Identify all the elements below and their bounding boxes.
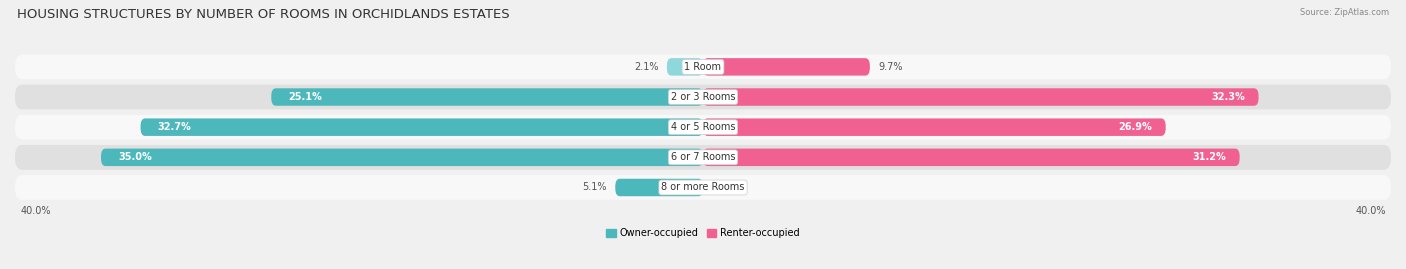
Text: 8 or more Rooms: 8 or more Rooms	[661, 182, 745, 193]
Text: 1 Room: 1 Room	[685, 62, 721, 72]
Text: 5.1%: 5.1%	[582, 182, 606, 193]
Text: 26.9%: 26.9%	[1118, 122, 1152, 132]
Text: HOUSING STRUCTURES BY NUMBER OF ROOMS IN ORCHIDLANDS ESTATES: HOUSING STRUCTURES BY NUMBER OF ROOMS IN…	[17, 8, 509, 21]
Text: 32.7%: 32.7%	[157, 122, 191, 132]
FancyBboxPatch shape	[271, 88, 703, 106]
FancyBboxPatch shape	[703, 58, 870, 76]
Text: 2 or 3 Rooms: 2 or 3 Rooms	[671, 92, 735, 102]
FancyBboxPatch shape	[703, 88, 1258, 106]
FancyBboxPatch shape	[15, 85, 1391, 109]
Text: 0.0%: 0.0%	[711, 182, 735, 193]
Text: 9.7%: 9.7%	[879, 62, 903, 72]
Text: 2.1%: 2.1%	[634, 62, 658, 72]
FancyBboxPatch shape	[141, 118, 703, 136]
FancyBboxPatch shape	[616, 179, 703, 196]
FancyBboxPatch shape	[15, 55, 1391, 79]
Text: 31.2%: 31.2%	[1192, 152, 1226, 162]
Text: 40.0%: 40.0%	[1355, 207, 1386, 217]
Text: 32.3%: 32.3%	[1211, 92, 1244, 102]
Text: Source: ZipAtlas.com: Source: ZipAtlas.com	[1301, 8, 1389, 17]
FancyBboxPatch shape	[15, 115, 1391, 140]
Text: 40.0%: 40.0%	[20, 207, 51, 217]
FancyBboxPatch shape	[15, 145, 1391, 170]
Legend: Owner-occupied, Renter-occupied: Owner-occupied, Renter-occupied	[602, 224, 804, 242]
FancyBboxPatch shape	[666, 58, 703, 76]
Text: 4 or 5 Rooms: 4 or 5 Rooms	[671, 122, 735, 132]
Text: 6 or 7 Rooms: 6 or 7 Rooms	[671, 152, 735, 162]
Text: 25.1%: 25.1%	[288, 92, 322, 102]
FancyBboxPatch shape	[703, 118, 1166, 136]
FancyBboxPatch shape	[703, 148, 1240, 166]
FancyBboxPatch shape	[101, 148, 703, 166]
Text: 35.0%: 35.0%	[118, 152, 152, 162]
FancyBboxPatch shape	[15, 175, 1391, 200]
